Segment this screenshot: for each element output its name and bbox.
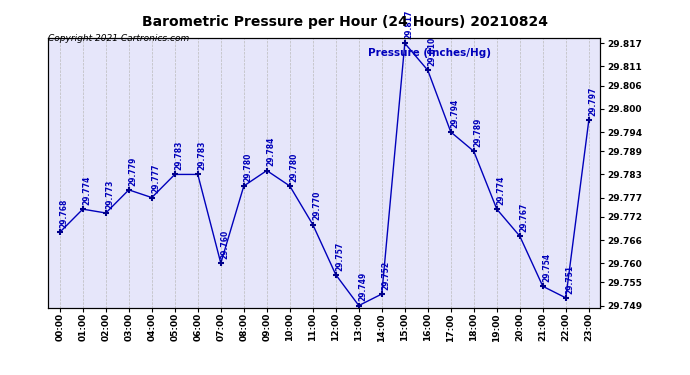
Text: 29.777: 29.777	[152, 164, 161, 194]
Text: 29.780: 29.780	[244, 153, 253, 182]
Text: 29.794: 29.794	[451, 99, 460, 128]
Text: 29.784: 29.784	[266, 137, 275, 166]
Text: Pressure (Inches/Hg): Pressure (Inches/Hg)	[368, 48, 491, 58]
Text: 29.774: 29.774	[83, 176, 92, 205]
Text: 29.779: 29.779	[128, 156, 137, 186]
Text: 29.797: 29.797	[589, 87, 598, 116]
Text: Barometric Pressure per Hour (24 Hours) 20210824: Barometric Pressure per Hour (24 Hours) …	[142, 15, 548, 29]
Text: 29.754: 29.754	[542, 253, 551, 282]
Text: 29.749: 29.749	[359, 272, 368, 302]
Text: 29.751: 29.751	[566, 265, 575, 294]
Text: 29.768: 29.768	[59, 199, 68, 228]
Text: 29.757: 29.757	[335, 241, 344, 270]
Text: 29.783: 29.783	[197, 141, 206, 170]
Text: 29.752: 29.752	[382, 261, 391, 290]
Text: 29.767: 29.767	[520, 202, 529, 232]
Text: 29.810: 29.810	[428, 37, 437, 66]
Text: 29.789: 29.789	[473, 118, 482, 147]
Text: 29.773: 29.773	[106, 180, 115, 209]
Text: 29.774: 29.774	[497, 176, 506, 205]
Text: 29.780: 29.780	[290, 153, 299, 182]
Text: 29.770: 29.770	[313, 191, 322, 220]
Text: 29.760: 29.760	[221, 230, 230, 259]
Text: Copyright 2021 Cartronics.com: Copyright 2021 Cartronics.com	[48, 34, 190, 43]
Text: 29.817: 29.817	[404, 10, 413, 39]
Text: 29.783: 29.783	[175, 141, 184, 170]
